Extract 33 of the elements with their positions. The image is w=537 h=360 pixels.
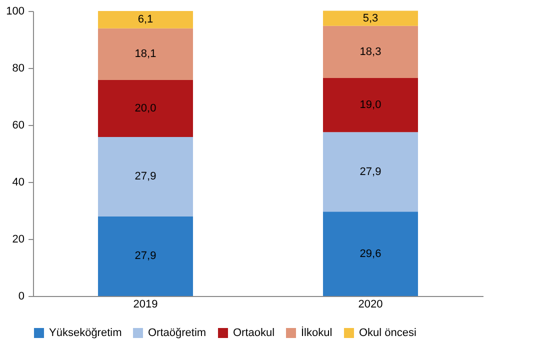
data-label: 29,6: [360, 248, 382, 260]
bar: [323, 78, 418, 132]
bar: [98, 11, 193, 28]
bar: [323, 132, 418, 212]
data-label: 5,3: [362, 12, 378, 24]
y-tick-label: 100: [6, 6, 24, 18]
legend-label: Yükseköğretim: [49, 327, 122, 339]
bar: [98, 28, 193, 80]
bar: [98, 80, 193, 137]
bar: [98, 216, 193, 296]
legend-label: Okul öncesi: [359, 327, 416, 339]
data-label: 27,9: [360, 166, 382, 178]
y-tick-label: 0: [18, 290, 24, 302]
bar: [323, 212, 418, 296]
bar: [98, 136, 193, 216]
y-tick-label: 40: [12, 176, 24, 188]
data-label: 6,1: [138, 14, 154, 26]
y-tick-label: 60: [12, 120, 24, 132]
legend-label: Ortaokul: [233, 327, 275, 339]
data-label: 18,3: [360, 46, 382, 58]
data-label: 27,9: [134, 170, 156, 183]
y-tick-label: 20: [12, 234, 24, 246]
data-label: 20,0: [134, 102, 156, 114]
data-label: 27,9: [134, 250, 156, 262]
x-tick-label: 2020: [358, 298, 383, 310]
bar: [323, 26, 418, 78]
legend-label: Ortaöğretim: [148, 327, 206, 339]
y-tick-label: 80: [12, 62, 24, 74]
data-label: 19,0: [360, 99, 382, 112]
legend-label: İlkokul: [301, 326, 332, 339]
x-tick-label: 2019: [133, 298, 158, 310]
bar: [323, 10, 418, 26]
data-label: 18,1: [134, 48, 156, 60]
